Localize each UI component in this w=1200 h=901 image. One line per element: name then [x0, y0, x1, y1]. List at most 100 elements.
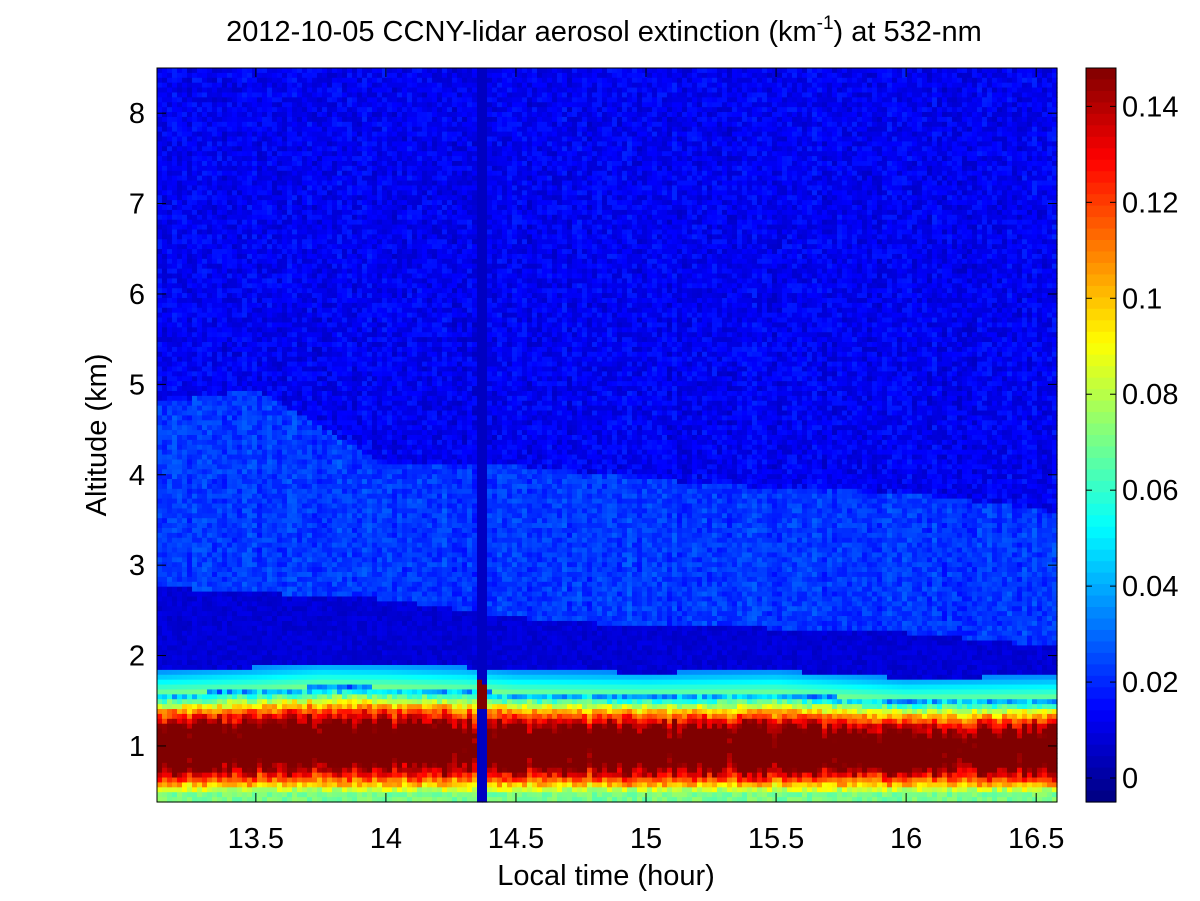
heatmap-cell: [317, 126, 323, 133]
heatmap-cell: [182, 483, 188, 490]
heatmap-cell: [167, 459, 173, 465]
heatmap-cell: [177, 797, 183, 803]
heatmap-cell: [262, 327, 268, 333]
heatmap-cell: [272, 777, 278, 784]
heatmap-cell: [307, 381, 313, 387]
heatmap-cell: [297, 126, 303, 133]
heatmap-cell: [297, 185, 303, 191]
heatmap-cell: [172, 655, 178, 661]
heatmap-cell: [177, 449, 183, 456]
heatmap-cell: [282, 82, 288, 89]
heatmap-cell: [282, 268, 288, 275]
heatmap-cell: [252, 498, 258, 505]
heatmap-cell: [312, 386, 318, 392]
heatmap-cell: [312, 640, 318, 647]
heatmap-cell: [312, 542, 318, 549]
heatmap-cell: [282, 312, 288, 319]
heatmap-cell: [157, 219, 163, 226]
heatmap-cell: [307, 586, 313, 593]
heatmap-cell: [202, 342, 208, 348]
heatmap-cell: [217, 547, 223, 554]
heatmap-cell: [232, 591, 238, 598]
heatmap-cell: [197, 121, 203, 128]
heatmap-cell: [177, 337, 183, 343]
heatmap-cell: [252, 679, 258, 686]
heatmap-cell: [267, 87, 273, 94]
heatmap-cell: [187, 576, 193, 583]
heatmap-cell: [242, 483, 248, 490]
heatmap-cell: [257, 748, 263, 754]
heatmap-cell: [302, 420, 308, 426]
heatmap-cell: [317, 718, 323, 725]
heatmap-cell: [167, 787, 173, 793]
heatmap-cell: [257, 185, 263, 191]
heatmap-cell: [297, 175, 303, 182]
heatmap-cell: [197, 762, 203, 769]
heatmap-cell: [307, 503, 313, 509]
heatmap-cell: [282, 317, 288, 324]
heatmap-cell: [182, 175, 188, 182]
heatmap-cell: [187, 479, 193, 485]
heatmap-cell: [207, 121, 213, 128]
heatmap-cell: [172, 312, 178, 319]
heatmap-cell: [222, 596, 228, 602]
heatmap-cell: [217, 77, 223, 84]
heatmap-cell: [317, 156, 323, 162]
heatmap-cell: [157, 435, 163, 441]
heatmap-cell: [157, 762, 163, 769]
heatmap-cell: [162, 518, 168, 524]
heatmap-cell: [197, 709, 203, 715]
heatmap-cell: [202, 464, 208, 470]
heatmap-cell: [192, 273, 198, 280]
heatmap-cell: [297, 361, 303, 368]
heatmap-cell: [222, 87, 228, 94]
heatmap-cell: [237, 332, 243, 338]
heatmap-cell: [292, 376, 298, 382]
heatmap-cell: [232, 160, 238, 167]
heatmap-cell: [232, 366, 238, 372]
heatmap-cell: [277, 733, 283, 739]
heatmap-cell: [242, 743, 248, 749]
heatmap-cell: [272, 141, 278, 147]
heatmap-cell: [272, 767, 278, 774]
heatmap-cell: [227, 449, 233, 456]
heatmap-cell: [277, 498, 283, 505]
heatmap-cell: [217, 185, 223, 191]
heatmap-cell: [292, 611, 298, 617]
heatmap-cell: [277, 591, 283, 598]
heatmap-cell: [312, 371, 318, 377]
heatmap-cell: [177, 302, 183, 309]
heatmap-cell: [207, 165, 213, 172]
heatmap-cell: [177, 195, 183, 201]
heatmap-cell: [217, 430, 223, 436]
heatmap-cell: [237, 552, 243, 558]
heatmap-cell: [192, 283, 198, 289]
heatmap-cell: [252, 190, 258, 196]
heatmap-cell: [212, 664, 218, 671]
heatmap-cell: [302, 611, 308, 617]
heatmap-cell: [317, 616, 323, 622]
heatmap-cell: [262, 616, 268, 622]
heatmap-cell: [312, 611, 318, 617]
heatmap-cell: [297, 263, 303, 270]
heatmap-cell: [272, 498, 278, 505]
heatmap-cell: [207, 562, 213, 568]
heatmap-cell: [157, 116, 163, 123]
heatmap-cell: [277, 596, 283, 602]
heatmap-cell: [227, 625, 233, 632]
heatmap-cell: [292, 464, 298, 470]
heatmap-cell: [207, 464, 213, 470]
heatmap-cell: [312, 645, 318, 651]
heatmap-cell: [207, 356, 213, 363]
heatmap-cell: [157, 92, 163, 98]
heatmap-cell: [317, 655, 323, 661]
heatmap-cell: [217, 288, 223, 294]
heatmap-cell: [197, 449, 203, 456]
heatmap-cell: [312, 92, 318, 98]
heatmap-cell: [272, 116, 278, 123]
heatmap-cell: [182, 743, 188, 749]
heatmap-cell: [157, 229, 163, 235]
heatmap-cell: [272, 513, 278, 519]
heatmap-cell: [227, 572, 233, 578]
heatmap-cell: [197, 224, 203, 231]
